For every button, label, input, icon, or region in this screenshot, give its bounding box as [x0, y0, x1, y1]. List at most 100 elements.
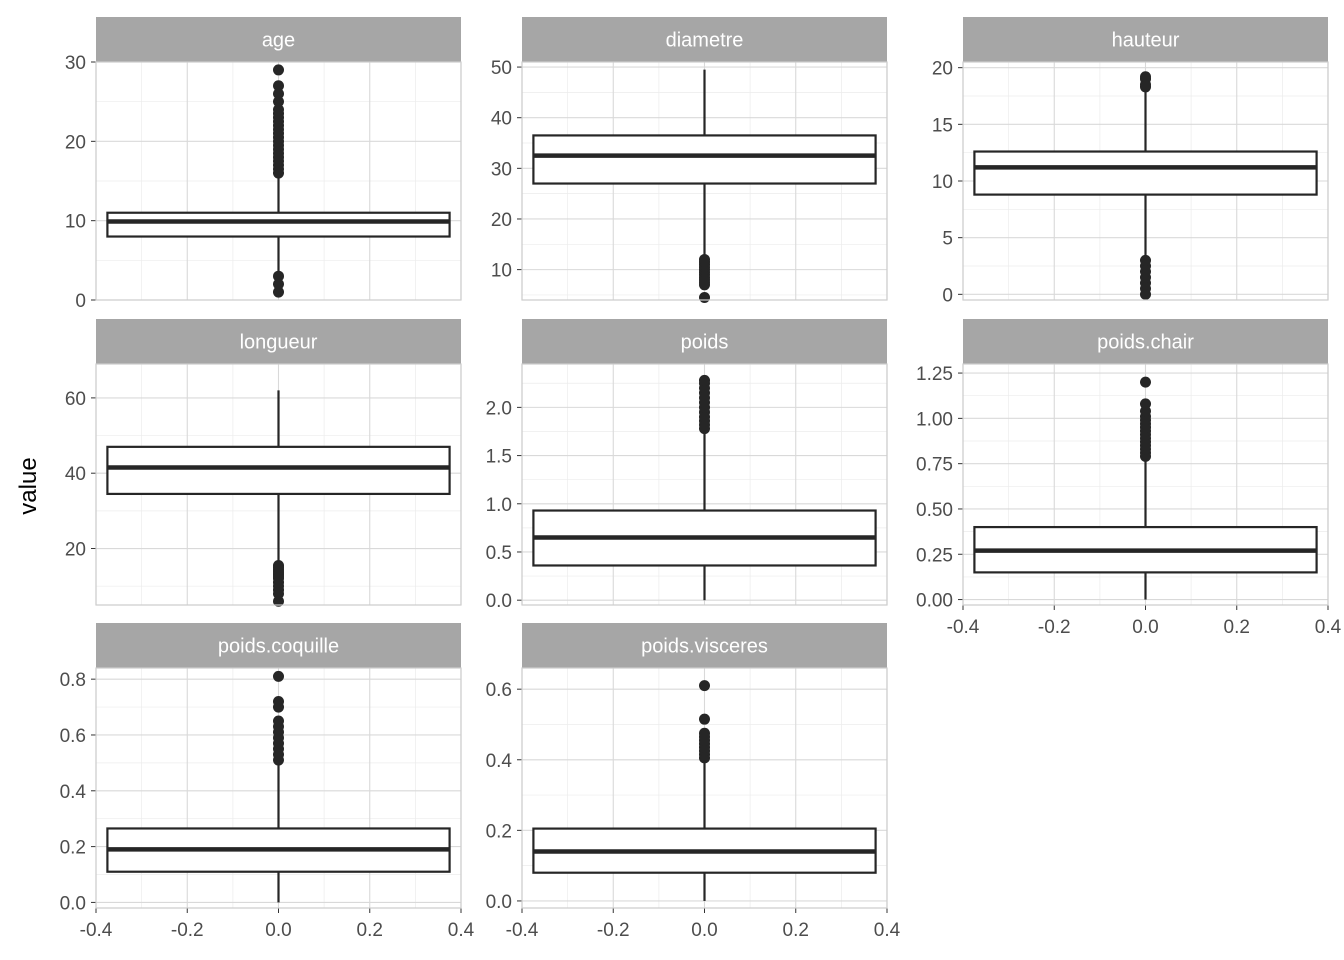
y-tick-label: 60: [65, 389, 86, 410]
outlier-point: [273, 559, 284, 571]
outlier-point: [699, 680, 710, 692]
facet-strip: [522, 17, 887, 62]
x-tick-label: 0.4: [874, 920, 901, 941]
facet-strip-label: diametre: [666, 30, 744, 52]
outlier-point: [273, 96, 284, 108]
outlier-point: [273, 595, 284, 607]
facet-strip-label: longueur: [240, 332, 318, 354]
outlier-point: [273, 278, 284, 290]
y-tick-label: 0.25: [916, 545, 953, 566]
y-tick-label: 0: [942, 285, 953, 306]
facet-panel-age: age 0 10 20 30: [65, 17, 462, 312]
y-tick-label: 40: [491, 109, 512, 130]
x-tick-label: 0.4: [1315, 617, 1342, 638]
y-tick-label: 1.0: [486, 495, 512, 516]
outlier-point: [273, 270, 284, 282]
x-tick-label: -0.4: [506, 920, 539, 941]
y-tick-label: 0.4: [60, 782, 87, 803]
facet-panel-poids-coquille: poids.coquille 0.0 0.2 0.4 0.6 0.8 -0.4 -0.2 0.0…: [60, 623, 475, 941]
y-tick-label: 20: [491, 210, 512, 231]
x-tick-label: 0.0: [691, 920, 717, 941]
facet-strip-label: poids: [681, 332, 729, 354]
y-axis-title: value: [15, 457, 42, 514]
facet-strip: [96, 623, 461, 668]
y-tick-label: 1.00: [916, 409, 953, 430]
y-tick-label: 15: [932, 115, 953, 136]
facet-strip: [522, 319, 887, 364]
iqr-box: [532, 134, 877, 185]
y-tick-label: 0.5: [486, 543, 512, 564]
outlier-point: [1140, 254, 1151, 266]
y-tick-label: 40: [65, 464, 86, 485]
x-tick-label: 0.2: [357, 920, 383, 941]
facet-panel-longueur: longueur 20 40 60: [65, 319, 462, 607]
outlier-point: [273, 670, 284, 682]
y-tick-label: 0.6: [486, 680, 512, 701]
panel-border: [521, 363, 888, 606]
panel-border: [521, 61, 888, 301]
facet-panel-hauteur: hauteur 0 5 10 15 20: [932, 17, 1329, 306]
iqr-box: [973, 150, 1318, 196]
x-tick-label: -0.4: [80, 920, 113, 941]
outlier-point: [699, 253, 710, 265]
panel-border: [962, 61, 1329, 301]
facet-strip: [963, 319, 1328, 364]
outlier-point: [273, 695, 284, 707]
y-tick-label: 0.8: [60, 670, 86, 691]
facet-strip: [963, 17, 1328, 62]
outlier-point: [699, 713, 710, 725]
y-tick-label: 30: [65, 53, 86, 74]
outlier-point: [273, 715, 284, 727]
outlier-point: [699, 291, 710, 303]
x-tick-label: 0.2: [783, 920, 809, 941]
x-tick-label: 0.0: [1132, 617, 1158, 638]
y-tick-label: 0.50: [916, 500, 953, 521]
facet-panel-poids-visceres: poids.visceres 0.0 0.2 0.4 0.6 -0.4 -0.2 0.0 0.2…: [486, 623, 901, 941]
facet-strip-label: poids.coquille: [218, 636, 339, 658]
facet-strip-label: hauteur: [1112, 30, 1180, 52]
y-tick-label: 0: [75, 291, 86, 312]
facet-strip: [522, 623, 887, 668]
y-tick-label: 0.6: [60, 726, 86, 747]
iqr-box: [106, 211, 451, 238]
panel-border: [95, 363, 462, 606]
y-tick-label: 0.2: [60, 838, 86, 859]
y-tick-label: 0.0: [486, 892, 512, 913]
x-tick-label: 0.0: [265, 920, 291, 941]
y-tick-label: 2.0: [486, 398, 512, 419]
x-tick-label: 0.4: [448, 920, 475, 941]
y-tick-label: 0.4: [486, 751, 513, 772]
panel-border: [95, 667, 462, 909]
y-tick-label: 30: [491, 159, 512, 180]
outlier-point: [273, 64, 284, 76]
y-tick-label: 5: [942, 229, 953, 250]
outlier-point: [699, 374, 710, 386]
x-tick-label: 0.2: [1224, 617, 1250, 638]
facet-panel-diametre: diametre 10 20 30 40 50: [491, 17, 888, 303]
y-tick-label: 20: [932, 59, 953, 80]
y-tick-label: 1.25: [916, 364, 953, 385]
iqr-box: [106, 445, 451, 496]
x-tick-label: -0.4: [947, 617, 980, 638]
outlier-point: [273, 286, 284, 298]
y-tick-label: 0.0: [486, 591, 512, 612]
y-tick-label: 50: [491, 58, 512, 79]
outlier-point: [273, 88, 284, 100]
outlier-point: [699, 727, 710, 739]
facet-strip-label: poids.visceres: [641, 636, 768, 658]
panel-border: [521, 667, 888, 909]
x-tick-label: -0.2: [171, 920, 204, 941]
y-tick-label: 0.2: [486, 821, 512, 842]
y-tick-label: 1.5: [486, 447, 512, 468]
y-tick-label: 20: [65, 132, 86, 153]
x-tick-label: -0.2: [1038, 617, 1071, 638]
facet-strip-label: age: [262, 30, 295, 52]
outlier-point: [1140, 71, 1151, 83]
y-tick-label: 10: [932, 172, 953, 193]
panel-border: [95, 61, 462, 301]
facet-panel-poids-chair: poids.chair 0.00 0.25 0.50 0.75 1.00 1.25 -0.4 -…: [916, 319, 1342, 638]
y-tick-label: 10: [65, 212, 86, 233]
facet-strip: [96, 17, 461, 62]
y-tick-label: 0.75: [916, 455, 953, 476]
